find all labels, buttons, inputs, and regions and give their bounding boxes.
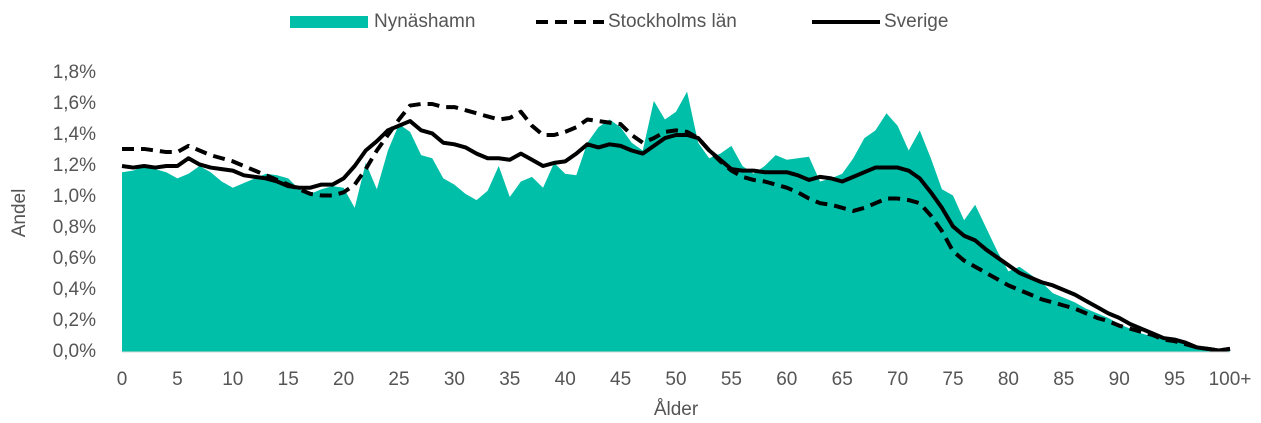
x-tick-label: 90 — [1109, 369, 1130, 390]
y-tick-label: 0,4% — [53, 279, 96, 300]
x-tick-label: 95 — [1164, 369, 1185, 390]
line — [121, 119, 1231, 353]
x-tick-label: 40 — [555, 369, 576, 390]
x-tick-label: 5 — [172, 369, 183, 390]
x-tick-label: 30 — [444, 369, 465, 390]
y-tick-label: 0,2% — [53, 310, 96, 331]
x-tick-label: 50 — [665, 369, 686, 390]
y-tick-label: 1,4% — [53, 124, 96, 145]
y-tick-label: 0,0% — [53, 341, 96, 362]
x-axis-title: Ålder — [654, 399, 699, 420]
x-tick-label: 80 — [998, 369, 1019, 390]
line — [122, 102, 1231, 353]
x-tick-label: 75 — [942, 369, 963, 390]
x-tick-label: 25 — [388, 369, 409, 390]
legend-swatch — [290, 16, 368, 28]
y-tick-label: 1,8% — [53, 62, 96, 83]
x-tick-label: 20 — [333, 369, 354, 390]
x-tick-label: 15 — [278, 369, 299, 390]
x-tick-label: 55 — [721, 369, 742, 390]
y-tick-label: 0,6% — [53, 248, 96, 269]
x-tick-label: 70 — [887, 369, 908, 390]
legend-label: Nynäshamn — [374, 11, 475, 32]
legend-label: Sverige — [884, 11, 948, 32]
y-tick-label: 1,6% — [53, 93, 96, 114]
legend-label: Stockholms län — [608, 11, 737, 32]
y-tick-label: 0,8% — [53, 217, 96, 238]
x-tick-label: 100+ — [1209, 369, 1252, 390]
y-tick-label: 1,0% — [53, 186, 96, 207]
x-tick-label: 85 — [1053, 369, 1074, 390]
x-tick-label: 60 — [776, 369, 797, 390]
x-tick-label: 10 — [222, 369, 243, 390]
x-tick-label: 35 — [499, 369, 520, 390]
x-tick-label: 45 — [610, 369, 631, 390]
x-tick-label: 0 — [117, 369, 128, 390]
area — [122, 91, 1230, 352]
y-axis-title: Andel — [9, 189, 30, 238]
x-tick-label: 65 — [832, 369, 853, 390]
y-tick-label: 1,2% — [53, 155, 96, 176]
